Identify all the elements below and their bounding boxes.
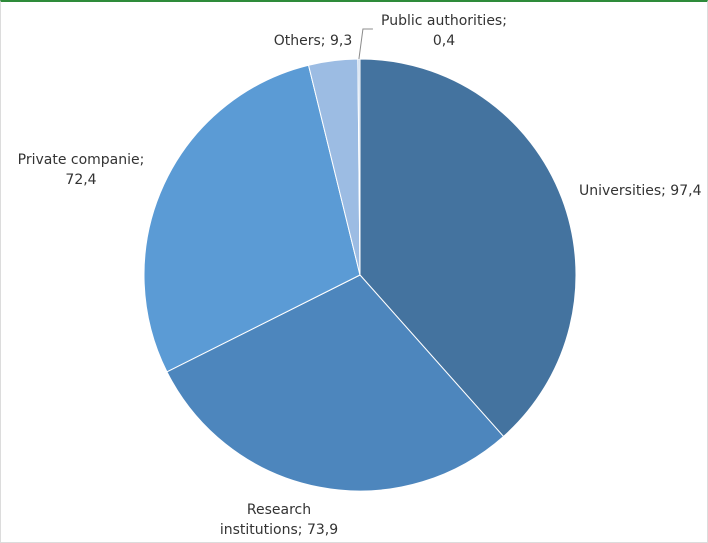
- pie-slice-label-0: Universities; 97,4: [579, 183, 702, 199]
- pie-slice-label-4: Public authorities; 0,4: [381, 13, 507, 49]
- pie-slice-2: [143, 64, 361, 373]
- pie-slice-1: [166, 274, 505, 492]
- pie-slice-label-2: Private companie; 72,4: [18, 152, 145, 188]
- pie-slice-label-3: Others; 9,3: [274, 33, 352, 49]
- pie-labels: Universities; 97,4 Research institutions; …: [18, 13, 702, 538]
- pie-leader-line-4: [358, 28, 373, 60]
- pie-leader-lines: [358, 28, 373, 60]
- pie-slice-0: [359, 58, 577, 438]
- pie-slice-label-1: Research institutions; 73,9: [220, 502, 338, 538]
- pie-slices: [143, 58, 577, 492]
